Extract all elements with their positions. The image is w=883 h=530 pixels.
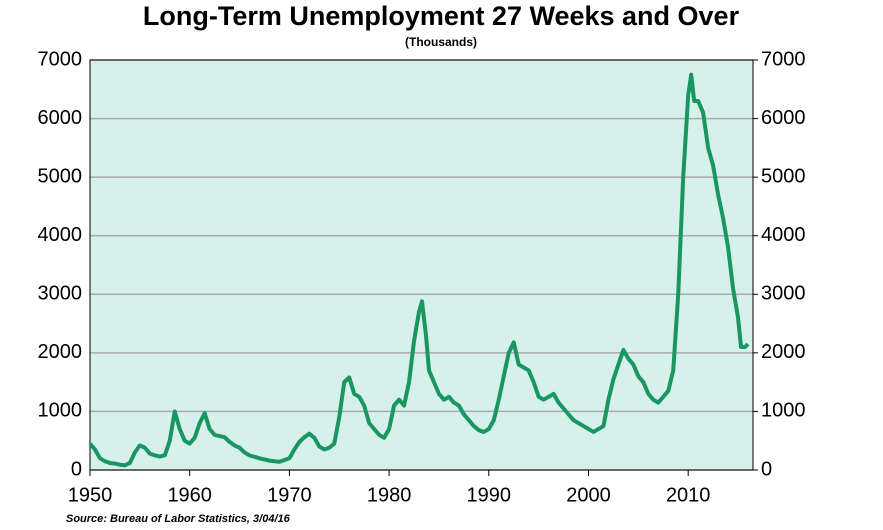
x-tick-label: 2000	[566, 484, 611, 506]
source-note: Source: Bureau of Labor Statistics, 3/04…	[66, 513, 291, 525]
y2-tick-label: 4000	[761, 224, 806, 246]
x-tick-label: 1980	[367, 484, 412, 506]
y-tick-label: 7000	[38, 48, 83, 70]
y-tick-label: 1000	[38, 400, 83, 422]
x-tick-label: 1990	[467, 484, 512, 506]
y-tick-label: 2000	[38, 341, 83, 363]
y2-tick-label: 2000	[761, 341, 806, 363]
x-tick-label: 1960	[167, 484, 212, 506]
x-tick-label: 2010	[666, 484, 711, 506]
x-tick-label: 1970	[267, 484, 312, 506]
plot-area	[90, 60, 753, 470]
y-tick-label: 3000	[38, 283, 83, 305]
y2-tick-label: 1000	[761, 400, 806, 422]
plot-border	[89, 59, 754, 471]
y-tick-label: 6000	[38, 107, 83, 129]
y2-tick-label: 7000	[761, 48, 806, 70]
chart-title: Long-Term Unemployment 27 Weeks and Over	[143, 1, 740, 31]
chart-subtitle: (Thousands)	[405, 35, 477, 49]
y-tick-label: 0	[71, 458, 82, 480]
y2-tick-label: 0	[761, 458, 772, 480]
data-line	[88, 72, 750, 468]
y2-tick-label: 3000	[761, 283, 806, 305]
x-tick-label: 1950	[68, 484, 113, 506]
y2-tick-label: 6000	[761, 107, 806, 129]
y-tick-label: 4000	[38, 224, 83, 246]
y-tick-label: 5000	[38, 165, 83, 187]
y2-tick-label: 5000	[761, 165, 806, 187]
